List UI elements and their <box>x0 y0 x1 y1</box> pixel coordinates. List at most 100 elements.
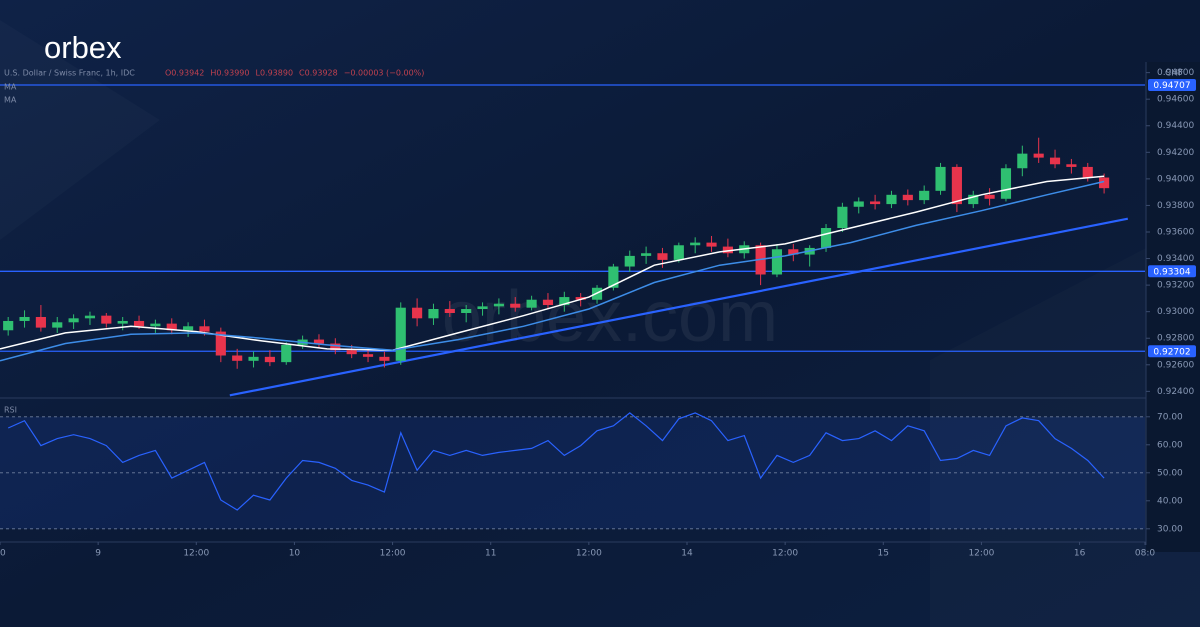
x-tick-label: 9 <box>95 549 101 559</box>
ma-line <box>0 180 1105 362</box>
y-tick-label: 0.94000 <box>1157 174 1194 184</box>
candle-body <box>886 194 897 205</box>
candle-body <box>820 228 832 248</box>
candle-body <box>984 194 995 199</box>
candle-body <box>133 320 145 327</box>
candle-body <box>330 343 341 351</box>
y-tick-label: 0.93000 <box>1157 307 1194 317</box>
x-tick-label: 11 <box>485 549 496 559</box>
y-tick-label: 0.94400 <box>1157 121 1194 131</box>
ohlc-value: C0.93928 <box>299 69 338 78</box>
x-tick-label: 00 <box>0 549 6 559</box>
rsi-panel: 30.00 40.00 50.00 60.00 70.00 <box>0 412 1183 534</box>
candle-body <box>183 326 194 331</box>
x-tick-label: 12:00 <box>968 549 994 559</box>
overlay: O0.93942 H0.93990 L0.93890 C0.93928 −0.00003… <box>4 69 424 105</box>
candle-body <box>412 307 423 319</box>
candle-body <box>1049 157 1061 165</box>
y-tick-label: 0.94600 <box>1157 95 1194 105</box>
candle-body <box>215 331 226 356</box>
ohlc-value: O0.93942 <box>165 69 204 78</box>
y-tick-label: 0.93800 <box>1157 201 1194 211</box>
level-label: 0.94707 <box>1153 81 1190 91</box>
rsi-title: RSI <box>4 406 17 415</box>
candle-body <box>837 206 848 229</box>
candle-body <box>1082 166 1093 178</box>
ohlc-value: H0.93990 <box>210 69 249 78</box>
level-label: 0.92702 <box>1153 347 1190 357</box>
candle-body <box>477 306 488 310</box>
y-unit: CHF <box>1165 69 1183 79</box>
x-tick-label: 08:0 <box>1135 549 1155 559</box>
y-tick-label: 0.92600 <box>1157 360 1194 370</box>
candle-body <box>919 190 930 201</box>
candle-body <box>788 249 799 255</box>
candle-body <box>526 299 537 308</box>
y-tick-label: 0.92800 <box>1157 334 1194 344</box>
x-tick-label: 10 <box>289 549 301 559</box>
candle-body <box>52 322 63 328</box>
candle-body <box>771 249 783 275</box>
candle-body <box>395 307 406 361</box>
y-tick-label: 0.93400 <box>1157 254 1194 264</box>
candle-body <box>232 355 243 361</box>
candle-body <box>281 344 292 363</box>
y-tick-label: 50.00 <box>1157 468 1183 478</box>
logo: orbex <box>44 30 122 65</box>
candle-body <box>1033 153 1044 158</box>
candle-body <box>346 350 357 355</box>
x-tick-label: 16 <box>1074 549 1086 559</box>
candle-body <box>3 320 14 331</box>
x-tick-label: 14 <box>681 549 693 559</box>
candle-body <box>624 255 635 267</box>
y-tick-label: 0.92400 <box>1157 387 1194 397</box>
candle-body <box>559 297 570 306</box>
candle-body <box>870 201 881 205</box>
candle-body <box>362 354 374 357</box>
candle-body <box>1017 153 1028 169</box>
level-label: 0.93304 <box>1153 267 1190 277</box>
y-tick-label: 70.00 <box>1157 412 1183 422</box>
level-badge <box>1148 78 1196 91</box>
candle-body <box>706 242 717 247</box>
y-tick-label: 30.00 <box>1157 524 1183 534</box>
y-tick-label: 0.93600 <box>1157 227 1194 237</box>
candle-body <box>608 266 619 288</box>
candle-body <box>35 316 46 328</box>
candle-body <box>1000 168 1012 199</box>
candle-body <box>19 316 30 321</box>
trendline <box>229 217 1129 397</box>
legend-entry: MA <box>4 96 17 105</box>
candle-body <box>902 194 913 201</box>
level-badge <box>1148 265 1196 278</box>
x-tick-label: 12:00 <box>380 549 406 559</box>
y-tick-label: 0.94200 <box>1157 148 1194 158</box>
candle-body <box>722 246 733 254</box>
candle-body <box>101 315 112 324</box>
main-panel: 00 9 12:00 10 12:00 11 12:00 14 12:00 15 12:00 16 08… <box>0 68 1196 559</box>
candle-body <box>690 242 701 246</box>
x-tick-label: 12:00 <box>772 549 798 559</box>
candle-body <box>461 309 472 314</box>
candle-body <box>150 323 161 327</box>
ma-line <box>0 175 1105 351</box>
candle-body <box>117 320 128 324</box>
candle-body <box>510 303 521 308</box>
candle-body <box>641 253 652 256</box>
candle-body <box>853 201 864 207</box>
candle-body <box>575 297 586 300</box>
candle-body <box>1099 177 1110 189</box>
watermark: orbex.com <box>442 277 778 357</box>
candle-body <box>493 303 504 307</box>
candle-body <box>1066 164 1077 167</box>
ohlc-value: −0.00003 (−0.00%) <box>344 69 425 78</box>
candle-body <box>968 194 979 205</box>
x-tick-label: 12:00 <box>576 549 602 559</box>
level-badge <box>1148 345 1196 358</box>
candle-body <box>428 309 439 319</box>
candle-body <box>248 356 259 361</box>
candle-body <box>379 356 390 361</box>
candle-body <box>84 315 96 319</box>
